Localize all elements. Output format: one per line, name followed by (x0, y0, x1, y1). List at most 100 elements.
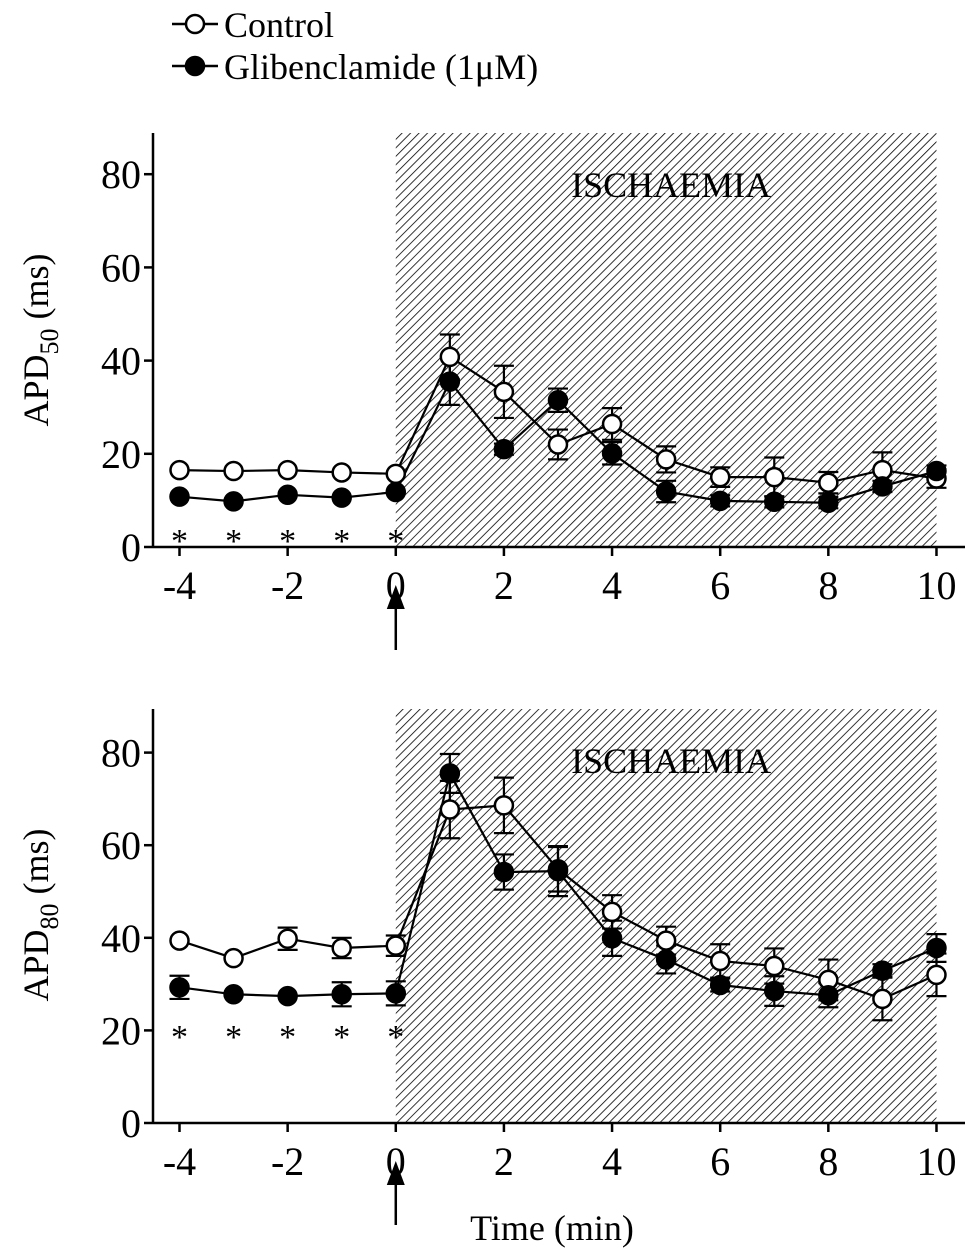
data-point-glibenclamide (818, 492, 839, 513)
data-point-control (493, 795, 515, 816)
y-tick-label: 0 (121, 525, 141, 570)
y-tick-label: 80 (101, 152, 141, 197)
significance-star: * (333, 523, 350, 560)
data-point-control (169, 459, 190, 481)
data-point-glibenclamide (818, 984, 839, 1006)
data-point-control (709, 950, 731, 972)
data-point-control (385, 463, 407, 485)
data-point-glibenclamide (493, 861, 515, 883)
x-tick-label: -4 (163, 563, 196, 608)
x-tick-label: 6 (710, 1139, 730, 1184)
data-point-glibenclamide (223, 491, 244, 512)
y-axis-label-unit: (ms) (16, 828, 56, 903)
y-tick-label: 20 (101, 1008, 141, 1053)
y-axis-label: APD80 (ms) (16, 828, 64, 1001)
legend-item-control: Control (172, 5, 334, 45)
significance-star: * (279, 523, 296, 560)
y-tick-label: 60 (101, 245, 141, 290)
x-tick-label: 2 (494, 1139, 514, 1184)
legend-item-glibenclamide: Glibenclamide (1μM) (172, 47, 538, 87)
data-point-glibenclamide (709, 490, 731, 512)
significance-star: * (171, 523, 188, 560)
data-point-control (872, 988, 893, 1010)
legend: Control Glibenclamide (1μM) (172, 5, 538, 87)
data-point-glibenclamide (331, 984, 352, 1005)
data-point-control (764, 466, 785, 488)
x-tick-label: -2 (271, 563, 304, 608)
data-point-glibenclamide (169, 977, 190, 998)
x-axis-title: Time (min) (470, 1208, 634, 1248)
data-point-glibenclamide (655, 481, 677, 502)
x-tick-label: 4 (602, 1139, 622, 1184)
data-point-control (655, 930, 677, 951)
data-point-glibenclamide (926, 937, 947, 959)
significance-star: * (387, 523, 404, 560)
data-point-control (818, 472, 839, 493)
data-point-glibenclamide (277, 484, 298, 506)
data-point-glibenclamide (493, 438, 515, 460)
data-point-control (601, 901, 623, 923)
data-point-glibenclamide (872, 960, 893, 981)
x-tick-label: 8 (818, 1139, 838, 1184)
data-point-glibenclamide (223, 984, 244, 1005)
data-point-glibenclamide (926, 460, 947, 482)
data-point-control (601, 413, 623, 435)
y-axis-label-main: APD (16, 929, 56, 1001)
data-point-glibenclamide (439, 763, 461, 784)
data-point-glibenclamide (547, 860, 569, 882)
data-point-glibenclamide (169, 486, 190, 507)
legend-marker-filled-circle (184, 55, 206, 77)
data-point-glibenclamide (764, 980, 785, 1002)
data-point-control (331, 937, 352, 959)
data-point-control (223, 460, 244, 482)
y-axis-label-main: APD (16, 354, 56, 426)
x-tick-label: -4 (163, 1139, 196, 1184)
y-axis-label-subscript: 80 (35, 903, 64, 929)
significance-star: * (387, 1019, 404, 1056)
y-axis-label: APD50 (ms) (16, 253, 64, 426)
data-point-glibenclamide (547, 389, 569, 411)
data-point-control (385, 935, 407, 956)
data-point-glibenclamide (709, 974, 731, 996)
legend-marker-open-circle (184, 13, 206, 35)
x-tick-label: 10 (916, 563, 956, 608)
data-point-glibenclamide (385, 983, 407, 1004)
x-tick-label: -2 (271, 1139, 304, 1184)
x-tick-label: 4 (602, 563, 622, 608)
y-axis-label-subscript: 50 (35, 328, 64, 354)
data-point-glibenclamide (655, 949, 677, 970)
y-tick-label: 40 (101, 916, 141, 961)
significance-star: * (279, 1019, 296, 1056)
data-point-control (493, 381, 515, 403)
y-tick-label: 80 (101, 731, 141, 776)
significance-star: * (225, 1019, 242, 1056)
x-tick-label: 2 (494, 563, 514, 608)
data-point-glibenclamide (439, 371, 461, 392)
data-point-control (439, 346, 461, 368)
data-point-glibenclamide (601, 928, 623, 949)
data-point-glibenclamide (764, 491, 785, 513)
data-point-control (764, 955, 785, 977)
data-point-glibenclamide (601, 443, 623, 464)
data-point-glibenclamide (331, 487, 352, 508)
y-tick-label: 60 (101, 823, 141, 868)
shaded-region-label: ISCHAEMIA (571, 165, 771, 205)
data-point-control (547, 434, 569, 455)
y-tick-label: 20 (101, 432, 141, 477)
y-axis-label-unit: (ms) (16, 253, 56, 328)
legend-label-control: Control (224, 5, 334, 45)
data-point-glibenclamide (385, 481, 407, 503)
event-arrow-head (386, 1161, 405, 1185)
data-point-control (926, 964, 947, 986)
data-point-control (709, 466, 731, 488)
legend-label-glibenclamide: Glibenclamide (1μM) (224, 47, 538, 87)
ischaemia-shaded-region (395, 709, 937, 1123)
data-point-control (331, 462, 352, 483)
data-point-control (655, 449, 677, 470)
data-point-control (439, 799, 461, 820)
x-tick-label: 10 (916, 1139, 956, 1184)
data-point-control (169, 930, 190, 951)
